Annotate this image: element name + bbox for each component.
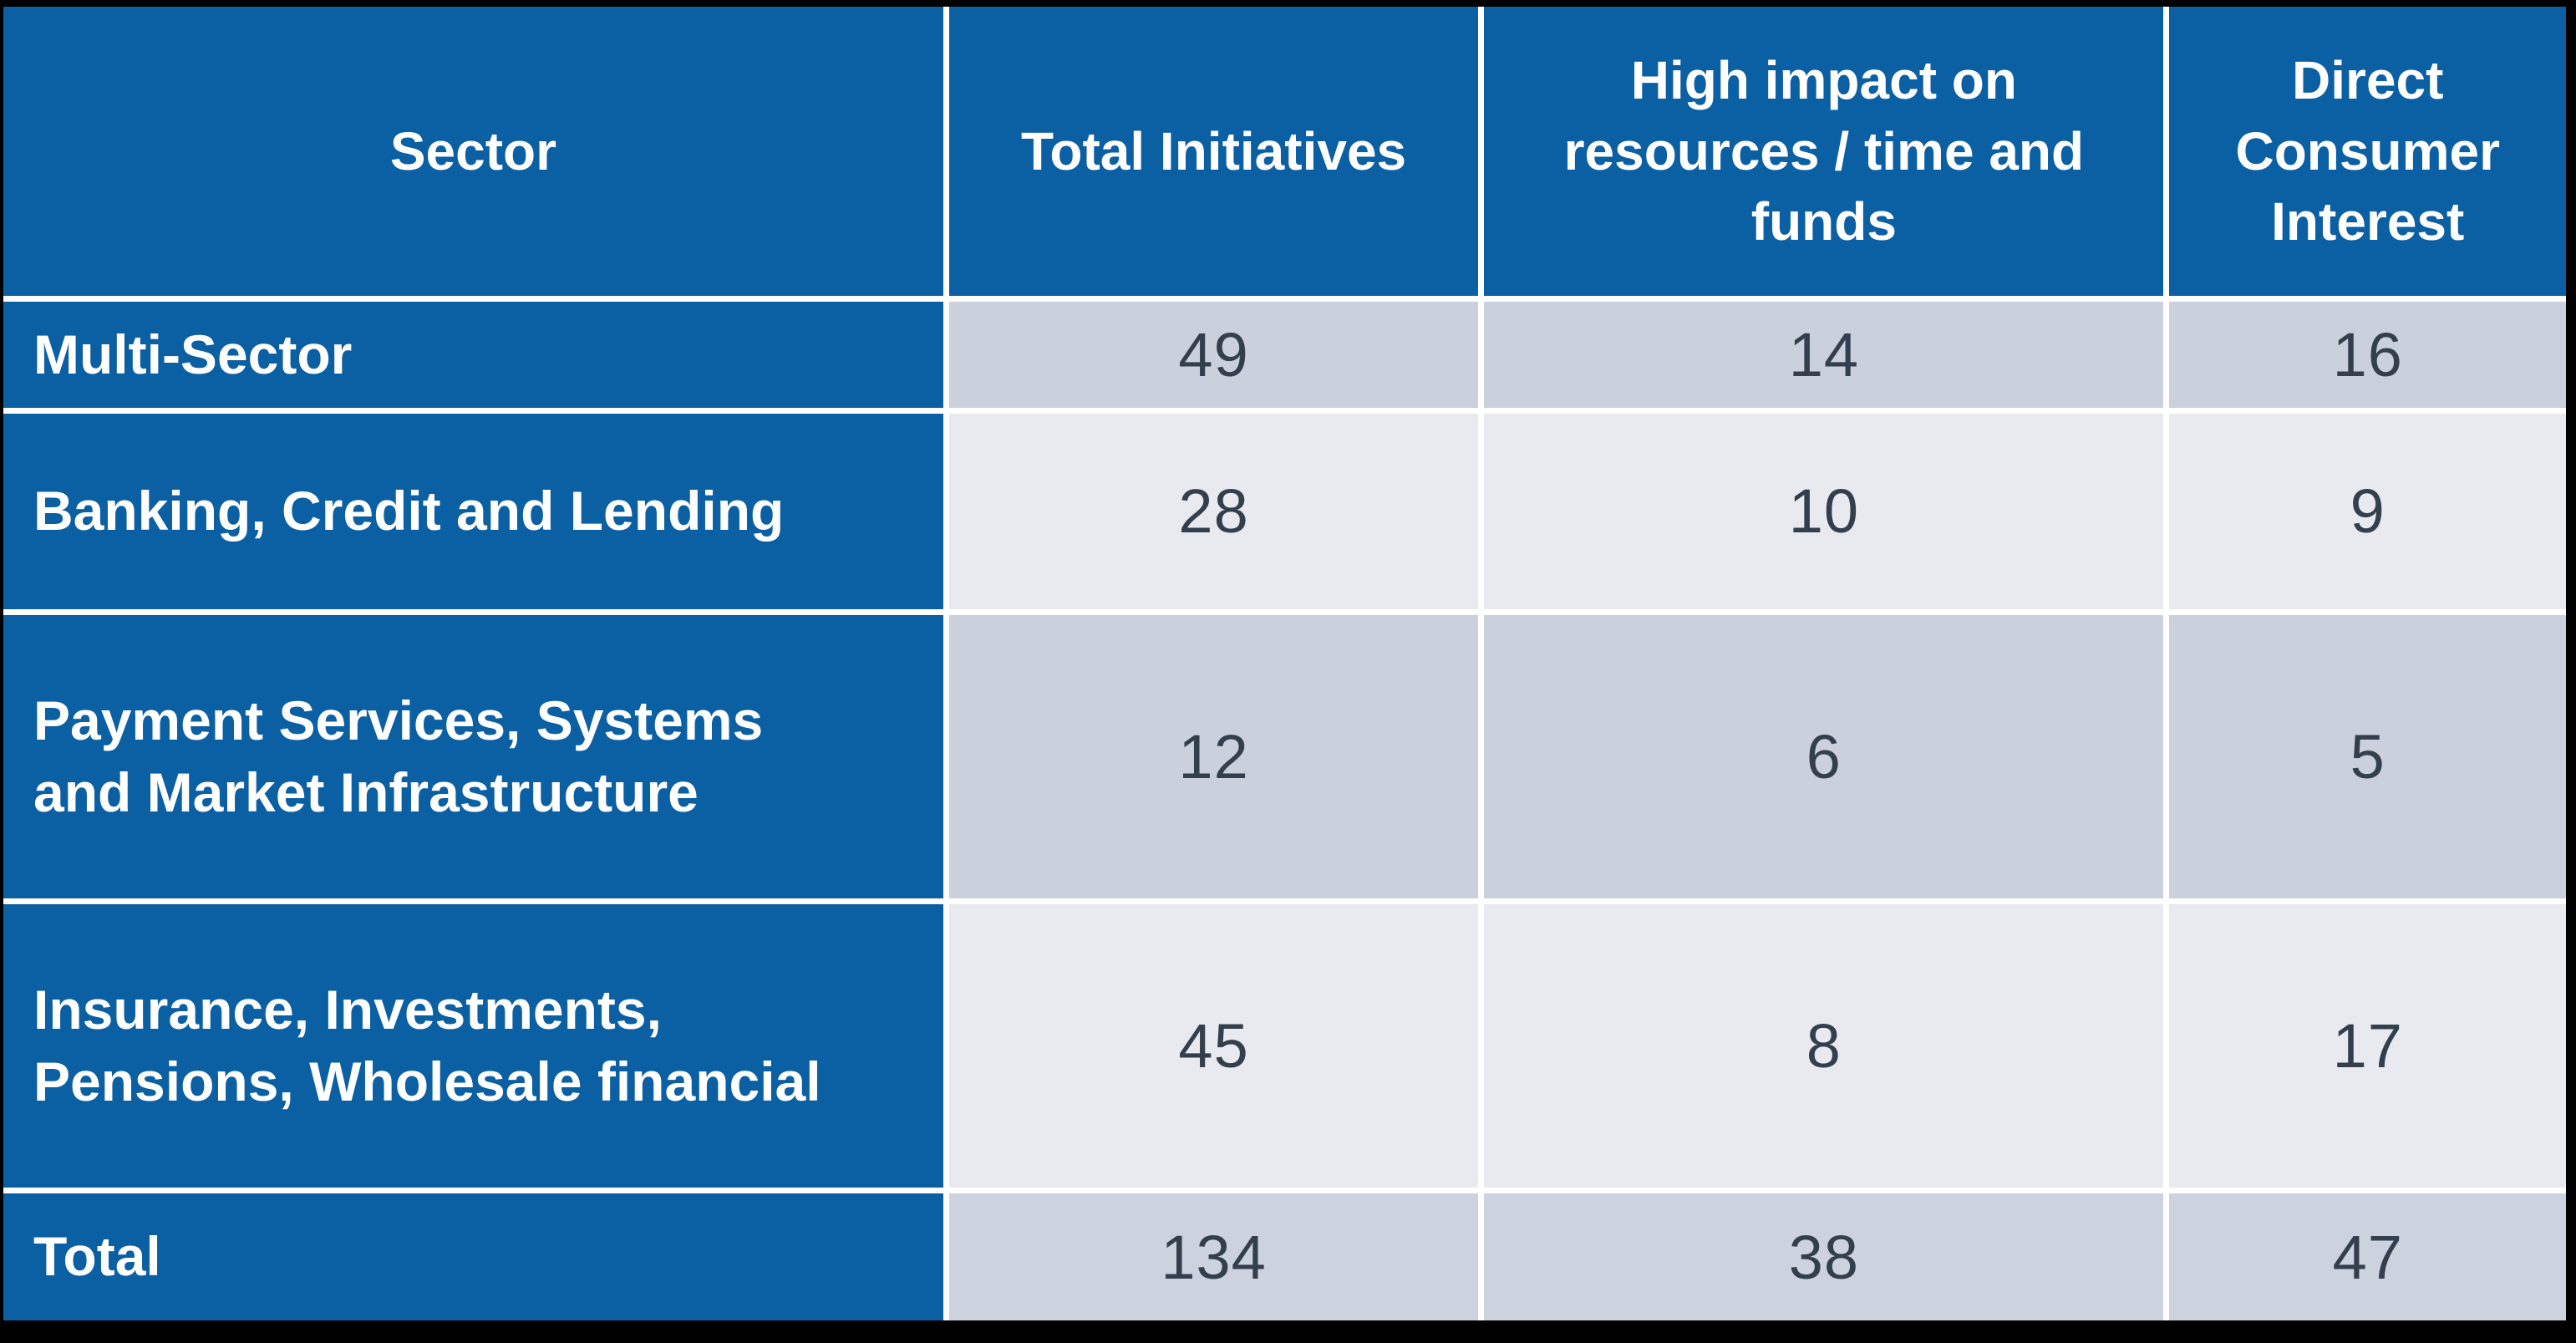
value-insurance-total: 45 xyxy=(948,904,1479,1188)
header-cell-high-impact: High impact on resources / time and fund… xyxy=(1484,7,2164,297)
row-label-banking-credit-lending: Banking, Credit and Lending xyxy=(3,413,943,610)
value-insurance-high-impact: 8 xyxy=(1484,904,2164,1188)
value-multi-sector-total: 49 xyxy=(948,302,1479,408)
header-cell-sector: Sector xyxy=(3,7,943,297)
row-label-insurance-investments: Insurance, Investments, Pensions, Wholes… xyxy=(3,904,943,1188)
value-payment-high-impact: 6 xyxy=(1484,615,2164,899)
value-payment-consumer-interest: 5 xyxy=(2169,615,2566,899)
value-high-impact-sum: 38 xyxy=(1484,1193,2164,1320)
value-banking-consumer-interest: 9 xyxy=(2169,413,2566,610)
sector-initiatives-table: Sector Total Initiatives High impact on … xyxy=(3,7,2566,1320)
row-label-multi-sector: Multi-Sector xyxy=(3,302,943,408)
row-label-payment-services: Payment Services, Systems and Market Inf… xyxy=(3,615,943,899)
value-multi-sector-high-impact: 14 xyxy=(1484,302,2164,408)
value-banking-high-impact: 10 xyxy=(1484,413,2164,610)
header-cell-direct-consumer-interest: Direct Consumer Interest xyxy=(2169,7,2566,297)
value-multi-sector-consumer-interest: 16 xyxy=(2169,302,2566,408)
row-label-total: Total xyxy=(3,1193,943,1320)
value-banking-total: 28 xyxy=(948,413,1479,610)
value-consumer-interest-sum: 47 xyxy=(2169,1193,2566,1320)
header-cell-total-initiatives: Total Initiatives xyxy=(948,7,1479,297)
value-insurance-consumer-interest: 17 xyxy=(2169,904,2566,1188)
value-payment-total: 12 xyxy=(948,615,1479,899)
value-total-initiatives-sum: 134 xyxy=(948,1193,1479,1320)
